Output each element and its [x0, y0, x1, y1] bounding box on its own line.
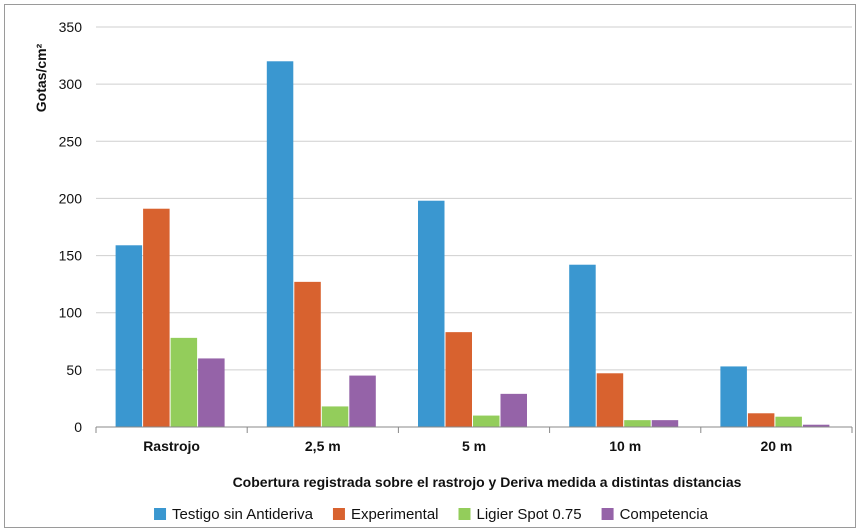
bar: [624, 420, 651, 427]
y-tick-label: 150: [59, 248, 83, 264]
bar: [266, 61, 294, 428]
y-tick-label: 100: [59, 305, 83, 321]
y-tick-label: 250: [59, 133, 83, 149]
legend-label: Testigo sin Antideriva: [172, 506, 314, 523]
bar: [170, 337, 198, 427]
x-category-label: 20 m: [760, 438, 792, 454]
bars: [115, 61, 830, 428]
x-axis-title: Cobertura registrada sobre el rastrojo y…: [233, 474, 742, 490]
y-axis-ticks: 0 50 100 150 200 250 300 350: [59, 19, 83, 435]
legend-label: Competencia: [620, 506, 709, 523]
bar: [349, 375, 376, 427]
y-tick-label: 350: [59, 19, 83, 35]
legend-item: Testigo sin Antideriva: [154, 506, 314, 523]
x-category-label: Rastrojo: [143, 438, 200, 454]
bar: [802, 424, 830, 427]
bar: [115, 245, 143, 427]
bar: [596, 373, 624, 427]
bar: [198, 358, 225, 427]
y-tick-label: 300: [59, 76, 83, 92]
bar: [775, 416, 802, 427]
bar: [473, 415, 500, 427]
gridlines: [96, 26, 852, 371]
legend-swatch: [154, 508, 167, 520]
legend: Testigo sin Antideriva Experimental Ligier…: [154, 506, 709, 523]
y-tick-label: 0: [74, 419, 82, 435]
legend-label: Ligier Spot 0.75: [477, 506, 582, 523]
bar: [418, 200, 445, 427]
bar: [747, 413, 775, 427]
y-axis-title: Gotas/cm²: [33, 43, 49, 112]
bar: [500, 393, 527, 427]
bar: [569, 264, 596, 427]
x-axis-categories: Rastrojo 2,5 m 5 m 10 m 20 m: [95, 427, 853, 454]
y-tick-label: 200: [59, 190, 83, 206]
legend-swatch: [458, 508, 471, 520]
legend-swatch: [332, 508, 345, 520]
legend-label: Experimental: [351, 506, 439, 523]
legend-swatch: [601, 508, 614, 520]
x-category-label: 5 m: [462, 438, 486, 454]
legend-item: Competencia: [601, 506, 709, 523]
bar: [651, 420, 679, 427]
bar: [445, 332, 472, 427]
legend-item: Experimental: [332, 506, 439, 523]
bar: [720, 366, 747, 427]
y-tick-label: 50: [66, 362, 82, 378]
bar: [294, 281, 321, 427]
legend-item: Ligier Spot 0.75: [458, 506, 582, 523]
x-category-label: 2,5 m: [305, 438, 341, 454]
bar: [321, 406, 349, 427]
x-category-label: 10 m: [609, 438, 641, 454]
bar: [143, 208, 170, 427]
